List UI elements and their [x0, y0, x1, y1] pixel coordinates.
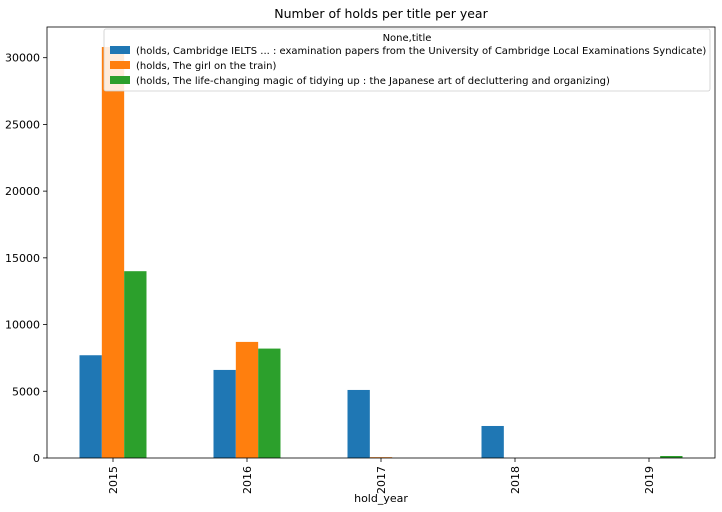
x-tick-label-2016: 2016: [241, 466, 254, 494]
x-tick-label-2017: 2017: [375, 466, 388, 494]
x-tick-label-2018: 2018: [509, 466, 522, 494]
legend-swatch-series2: [110, 61, 130, 69]
y-tick-label: 20000: [5, 185, 40, 198]
bar-series3-2016: [258, 348, 281, 458]
y-tick-label: 15000: [5, 252, 40, 265]
y-tick-label: 30000: [5, 52, 40, 65]
x-axis-label: hold_year: [354, 492, 408, 505]
chart-title: Number of holds per title per year: [274, 6, 488, 21]
bar-series3-2019: [660, 456, 683, 458]
bar-series1-2016: [213, 369, 236, 458]
y-tick-label: 10000: [5, 319, 40, 332]
legend-swatch-series1: [110, 46, 130, 54]
bars-layer: [79, 47, 683, 459]
legend-swatch-series3: [110, 76, 130, 84]
legend-title: None,title: [383, 33, 432, 44]
bar-series1-2015: [79, 355, 102, 458]
legend-label-series2: (holds, The girl on the train): [136, 61, 277, 72]
plot-frame: [46, 26, 716, 459]
bar-series2-2015: [101, 47, 125, 459]
legend: None,title (holds, Cambridge IELTS ... : …: [103, 28, 711, 92]
y-tick-label: 25000: [5, 118, 40, 131]
legend-label-series1: (holds, Cambridge IELTS ... : examinatio…: [136, 46, 706, 57]
x-tick-label-2015: 2015: [107, 466, 120, 494]
bar-series1-2018: [481, 425, 504, 458]
legend-label-series3: (holds, The life-changing magic of tidyi…: [136, 76, 610, 87]
bar-series1-2017: [347, 389, 370, 458]
bar-series3-2015: [124, 271, 147, 458]
y-tick-label: 5000: [12, 385, 40, 398]
legend-box: [103, 28, 711, 92]
x-tick-label-2019: 2019: [643, 466, 656, 494]
bar-series2-2016: [235, 341, 259, 458]
axes-layer: 0 5000 10000 15000 20000 25000 30000 2015 2016 20…: [5, 26, 716, 494]
y-tick-label: 0: [33, 452, 40, 465]
